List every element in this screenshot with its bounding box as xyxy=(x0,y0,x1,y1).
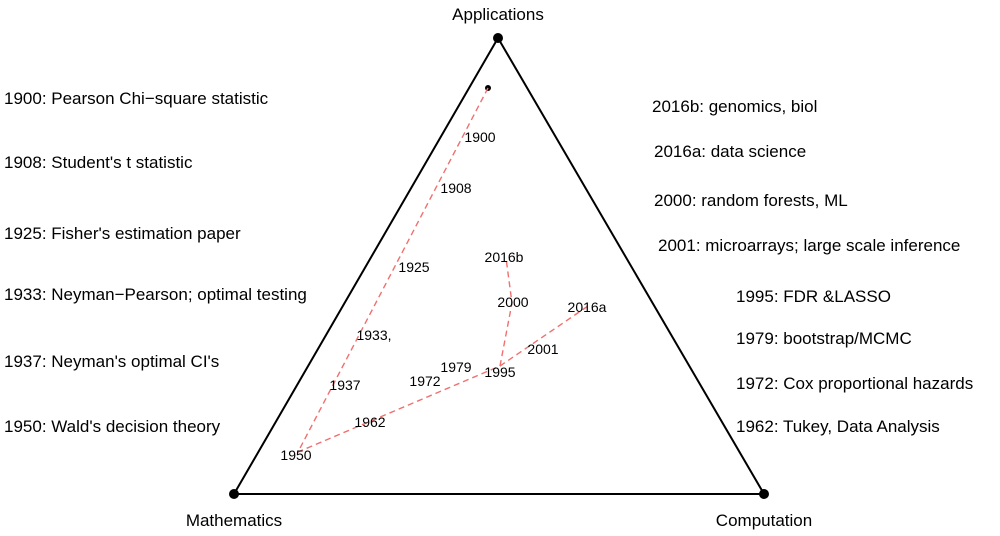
year-label: 1995 xyxy=(484,364,515,380)
year-label: 1972 xyxy=(409,373,440,389)
year-label: 2000 xyxy=(497,294,528,310)
vertex-computation xyxy=(759,489,769,499)
right-legend-item: 1972: Cox proportional hazards xyxy=(736,374,973,393)
right-legend-item: 2016b: genomics, biol xyxy=(652,97,817,116)
year-label: 1933, xyxy=(356,327,391,343)
left-legend-item: 1900: Pearson Chi−square statistic xyxy=(4,89,269,108)
year-label: 1950 xyxy=(280,447,311,463)
right-legend-item: 2016a: data science xyxy=(654,142,806,161)
year-label: 1937 xyxy=(329,377,360,393)
corner-label-applications: Applications xyxy=(452,5,544,24)
right-legend-item: 1979: bootstrap/MCMC xyxy=(736,329,912,348)
year-label: 1908 xyxy=(440,180,471,196)
year-label: 1979 xyxy=(440,359,471,375)
left-legend-item: 1908: Student's t statistic xyxy=(4,153,193,172)
year-label: 2016a xyxy=(568,299,607,315)
year-label: 2016b xyxy=(485,249,524,265)
right-legend-item: 1995: FDR &LASSO xyxy=(736,287,891,306)
year-label: 1900 xyxy=(464,129,495,145)
left-legend-item: 1950: Wald's decision theory xyxy=(4,417,221,436)
right-legend-item: 2001: microarrays; large scale inference xyxy=(658,236,960,255)
corner-label-computation: Computation xyxy=(716,511,812,530)
corner-label-mathematics: Mathematics xyxy=(186,511,282,530)
timeline-path-branch xyxy=(499,257,513,367)
triangle-outline xyxy=(232,36,766,495)
year-label: 2001 xyxy=(527,341,558,357)
left-legend-item: 1933: Neyman−Pearson; optimal testing xyxy=(4,285,307,304)
vertex-mathematics xyxy=(229,489,239,499)
vertex-applications xyxy=(493,33,503,43)
left-legend-item: 1937: Neyman's optimal CI's xyxy=(4,352,219,371)
year-label: 1962 xyxy=(354,414,385,430)
right-legend-item: 1962: Tukey, Data Analysis xyxy=(736,417,940,436)
left-legend-item: 1925: Fisher's estimation paper xyxy=(4,224,241,243)
year-label: 1925 xyxy=(398,259,429,275)
right-legend-item: 2000: random forests, ML xyxy=(654,191,848,210)
timeline-path-main xyxy=(296,87,589,454)
